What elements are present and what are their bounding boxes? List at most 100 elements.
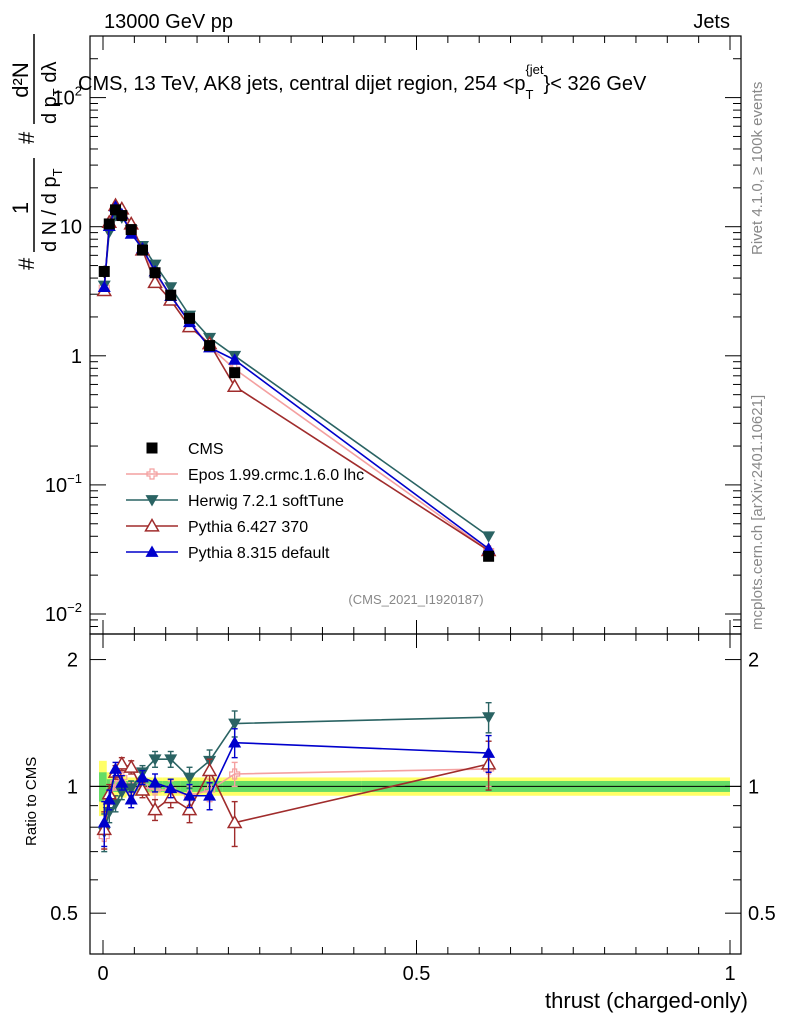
- ratio-series-group: [96, 701, 497, 853]
- x-tick-label-2: 1: [724, 963, 735, 985]
- chart-title-post: }< 326 GeV: [544, 73, 648, 95]
- ratio-y-tick-label-right-1: 1: [748, 776, 759, 798]
- herwig-7-2-1-softtune-main-line: [103, 214, 490, 537]
- ratio-y-tick-label-left-1: 1: [67, 776, 78, 798]
- legend: CMS Epos 1.99.crmc.1.6.0 lhc Herwig 7.2.1 …: [126, 441, 364, 562]
- cms-main-point: [110, 204, 122, 216]
- pythia-6-427-370-ratio-point: [134, 782, 151, 796]
- cms-main-point: [184, 312, 196, 324]
- pythia-8-315-default-ratio-point: [482, 746, 496, 758]
- ratio-axis-ticks: 0 0.5 1 0.5 0.5 1 1 2 2: [50, 634, 776, 985]
- legend-label-pythia-8-315-default: Pythia 8.315 default: [188, 545, 330, 562]
- pythia-8-315-default-ratio-point: [148, 776, 162, 788]
- ylabel-d2n-den-sub: T: [50, 88, 65, 96]
- legend-label-pythia-6-427-370: Pythia 6.427 370: [188, 519, 308, 536]
- herwig-7-2-1-softtune-ratio-point: [124, 783, 138, 795]
- chart-title: CMS, 13 TeV, AK8 jets, central dijet reg…: [78, 62, 647, 102]
- cms-main-point: [103, 218, 115, 230]
- ratio-uncertainty-band: [99, 760, 730, 817]
- pythia-8-315-default-ratio-point: [228, 736, 242, 748]
- ylabel-prefix-1: #: [14, 257, 39, 270]
- legend-marker-herwig-7-2-1-softtune: [145, 495, 159, 507]
- herwig-7-2-1-softtune-ratio-point: [102, 806, 116, 819]
- legend-label-epos-1-99-crmc-1-6-0-lhc: Epos 1.99.crmc.1.6.0 lhc: [188, 467, 364, 484]
- band-inner-0: [99, 772, 107, 802]
- legend-marker-pythia-6-427-370: [144, 517, 160, 532]
- cms-main-point: [204, 340, 216, 352]
- cms-main-point: [98, 265, 110, 277]
- header-energy-label: 13000 GeV pp: [104, 11, 233, 33]
- ylabel-frac-den-sub: T: [50, 168, 65, 176]
- herwig-7-2-1-softtune-ratio-point: [228, 718, 242, 731]
- cms-main-point: [229, 367, 241, 379]
- ratio-y-axis-label: Ratio to CMS: [23, 757, 40, 846]
- pythia-6-427-370-main-point: [147, 274, 163, 289]
- herwig-7-2-1-softtune-ratio-point: [482, 712, 496, 724]
- cms-main-point: [116, 210, 128, 222]
- pythia-8-315-default-ratio-point: [97, 816, 111, 828]
- ylabel-d2n-den-main: d p: [39, 96, 61, 124]
- header-jets-label: Jets: [693, 11, 730, 33]
- pythia-8-315-default-ratio-point: [164, 781, 178, 794]
- pythia-6-427-370-ratio-point: [123, 759, 140, 773]
- pythia-8-315-default-ratio-point: [115, 776, 129, 788]
- cms-main-point: [137, 244, 149, 256]
- cms-main-point: [165, 289, 177, 301]
- analysis-id-label: (CMS_2021_I1920187): [348, 592, 483, 607]
- pythia-8-315-default-ratio-point: [136, 770, 150, 783]
- ylabel-prefix-2: #: [14, 131, 39, 144]
- ratio-y-tick-label-left-2: 2: [67, 650, 78, 672]
- ylabel-d2n-den: d pT dλ: [39, 62, 65, 124]
- pythia-6-427-370-ratio-point: [226, 814, 243, 829]
- cms-main-point: [149, 267, 161, 279]
- main-y-axis-label: # 1 d N / d pT # d²N d pT dλ: [8, 34, 65, 270]
- herwig-7-2-1-softtune-main-point: [164, 282, 178, 294]
- pythia-6-427-370-main-point: [226, 378, 243, 392]
- cms-main-point: [125, 224, 137, 236]
- ratio-y-tick-label-right-2: 2: [748, 650, 759, 672]
- pythia-8-315-default-main-point: [228, 353, 242, 365]
- x-tick-label-1: 0.5: [403, 963, 431, 985]
- ylabel-frac-den: d N / d pT: [39, 168, 65, 252]
- pythia-6-427-370-ratio-point: [201, 762, 218, 777]
- herwig-7-2-1-softtune-main-point: [482, 531, 496, 543]
- epos-1-99-crmc-1-6-0-lhc-ratio-point: [149, 784, 161, 796]
- legend-marker-cms: [146, 442, 158, 454]
- mcplots-label: mcplots.cern.ch [arXiv:2401.10621]: [749, 395, 766, 630]
- legend-marker-epos-1-99-crmc-1-6-0-lhc: [146, 468, 158, 480]
- pythia-6-427-370-ratio-point: [114, 756, 130, 770]
- pythia-8-315-default-main-point: [97, 280, 111, 293]
- pythia-8-315-default-ratio-line: [103, 741, 489, 823]
- ylabel-d2n-num: d²N: [8, 62, 33, 97]
- pythia-6-427-370-ratio-point: [147, 801, 163, 816]
- pythia-8-315-default-ratio-point: [102, 793, 116, 805]
- main-y-tick-label-0: 10−2: [45, 600, 82, 626]
- herwig-7-2-1-softtune-ratio-point: [148, 754, 162, 766]
- cms-main-point: [483, 550, 495, 562]
- ratio-y-tick-label-right-0: 0.5: [748, 903, 776, 925]
- chart-title-sup: {jet: [525, 62, 543, 77]
- pythia-8-315-default-ratio-point: [124, 793, 138, 805]
- main-axis-ticks: 10−2 10−1 1 10 102: [45, 35, 741, 635]
- x-tick-label-0: 0: [97, 963, 108, 985]
- epos-1-99-crmc-1-6-0-lhc-ratio-point: [229, 768, 241, 780]
- main-series-group: [96, 197, 497, 562]
- herwig-7-2-1-softtune-ratio-point: [164, 754, 178, 766]
- chart-title-pre: CMS, 13 TeV, AK8 jets, central dijet reg…: [78, 73, 526, 95]
- pythia-6-427-370-ratio-line: [103, 763, 489, 830]
- main-y-tick-label-3: 10: [60, 217, 82, 239]
- rivet-version-label: Rivet 4.1.0, ≥ 100k events: [749, 82, 766, 255]
- chart-title-sub: T: [526, 87, 534, 102]
- main-y-tick-label-2: 1: [71, 346, 82, 368]
- pythia-6-427-370-ratio-point: [181, 801, 198, 816]
- herwig-7-2-1-softtune-ratio-point: [183, 772, 197, 784]
- pythia-8-315-default-ratio-point: [109, 762, 123, 774]
- main-y-tick-label-4: 102: [53, 84, 82, 110]
- ratio-y-tick-label-left-0: 0.5: [50, 903, 78, 925]
- ylabel-d2n-den-post: dλ: [39, 62, 61, 89]
- legend-marker-pythia-8-315-default: [145, 545, 159, 557]
- main-y-tick-label-1: 10−1: [45, 471, 82, 497]
- ratio-plot-frame: [89, 633, 742, 955]
- legend-label-cms: CMS: [188, 441, 224, 458]
